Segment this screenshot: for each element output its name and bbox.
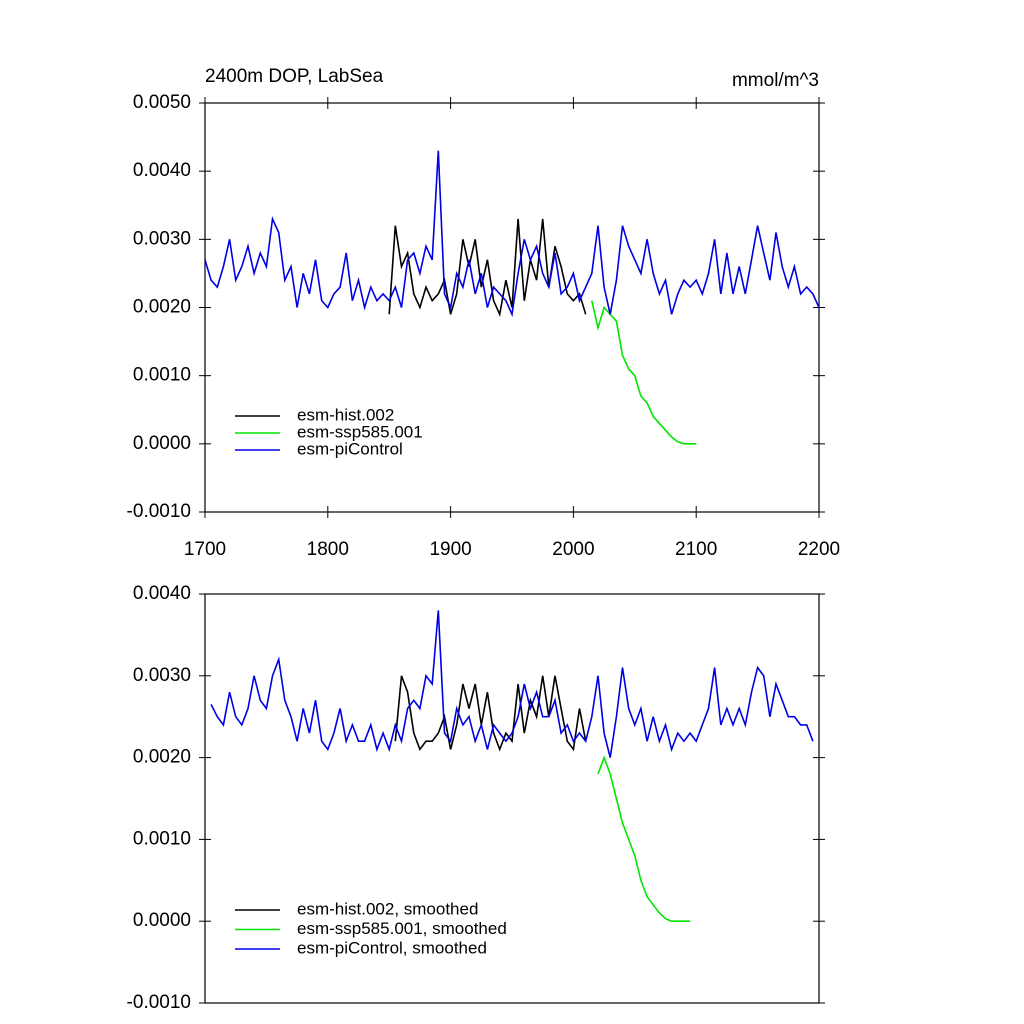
series-line [597, 755, 691, 922]
legend-label: esm-ssp585.001 [297, 422, 423, 441]
y-tick-label: 0.0000 [133, 910, 191, 931]
x-tick-label: 1800 [307, 539, 349, 560]
y-tick-label: 0.0050 [133, 92, 191, 113]
x-tick-label: 1700 [184, 539, 226, 560]
y-tick-label: 0.0040 [133, 160, 191, 181]
plot-frame [204, 593, 820, 1004]
y-tick-label: 0.0020 [133, 297, 191, 318]
legend-label: esm-hist.002 [297, 405, 394, 424]
chart-title: 2400m DOP, LabSea [205, 66, 384, 87]
y-tick-label: -0.0010 [127, 992, 191, 1013]
units-label: mmol/m^3 [732, 70, 819, 91]
series-line [388, 218, 587, 317]
x-tick-label: 2000 [552, 539, 594, 560]
y-tick-label: 0.0040 [133, 583, 191, 604]
y-tick-label: 0.0030 [133, 228, 191, 249]
legend-label: esm-ssp585.001, smoothed [297, 919, 507, 938]
series-line [204, 150, 820, 318]
y-tick-label: 0.0010 [133, 365, 191, 386]
x-tick-label: 2200 [798, 539, 840, 560]
series-line [394, 675, 587, 752]
x-tick-label: 1900 [429, 539, 471, 560]
legend-label: esm-piControl [297, 439, 403, 458]
legend-label: esm-hist.002, smoothed [297, 899, 478, 918]
y-tick-label: 0.0020 [133, 747, 191, 768]
y-tick-label: -0.0010 [127, 501, 191, 522]
y-tick-label: 0.0000 [133, 433, 191, 454]
y-tick-label: 0.0010 [133, 828, 191, 849]
legend-label: esm-piControl, smoothed [297, 938, 487, 957]
x-tick-label: 2100 [675, 539, 717, 560]
y-tick-label: 0.0030 [133, 665, 191, 686]
series-line [591, 300, 697, 445]
series-line [210, 610, 814, 758]
